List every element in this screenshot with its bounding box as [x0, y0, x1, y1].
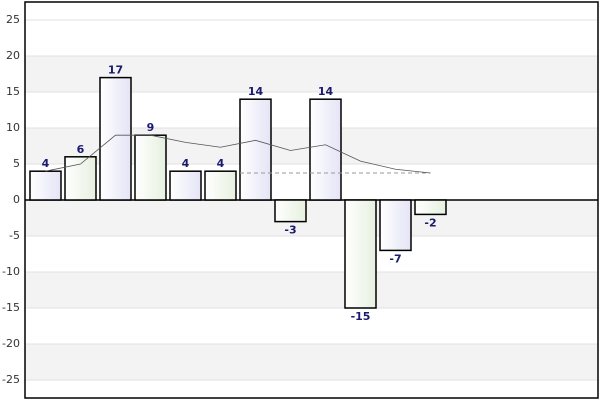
value-label: -3 [284, 224, 296, 237]
y-tick-label: -20 [2, 337, 20, 350]
value-label: -15 [351, 310, 371, 323]
bar [64, 156, 97, 201]
value-label: 9 [147, 121, 155, 134]
y-tick-label: -5 [9, 229, 20, 242]
bar [414, 199, 447, 216]
y-tick-label: 15 [6, 85, 20, 98]
grid-band [25, 272, 598, 308]
bar [239, 98, 272, 201]
bar [204, 170, 237, 201]
value-label: 6 [77, 143, 85, 156]
y-tick-label: 0 [13, 193, 20, 206]
value-label: 4 [42, 157, 50, 170]
grid-band [25, 344, 598, 380]
value-label: 14 [248, 85, 264, 98]
y-tick-label: 5 [13, 157, 20, 170]
bar [29, 170, 62, 201]
value-label: 4 [217, 157, 225, 170]
bar [379, 199, 412, 252]
y-tick-label: -15 [2, 301, 20, 314]
y-tick-label: -10 [2, 265, 20, 278]
value-label: 4 [182, 157, 190, 170]
grid-band [25, 200, 598, 236]
value-label: -7 [389, 252, 401, 265]
y-tick-label: -25 [2, 373, 20, 386]
value-label: 17 [108, 64, 123, 77]
bar [99, 76, 132, 201]
bar [169, 170, 202, 201]
y-tick-label: 25 [6, 13, 20, 26]
bar [134, 134, 167, 201]
y-tick-label: 20 [6, 49, 20, 62]
value-label: 14 [318, 85, 334, 98]
y-tick-label: 10 [6, 121, 20, 134]
average-line [45, 134, 431, 174]
bar [344, 199, 377, 309]
bar [274, 199, 307, 223]
plot-frame [24, 1, 599, 399]
value-label: -2 [424, 216, 436, 229]
